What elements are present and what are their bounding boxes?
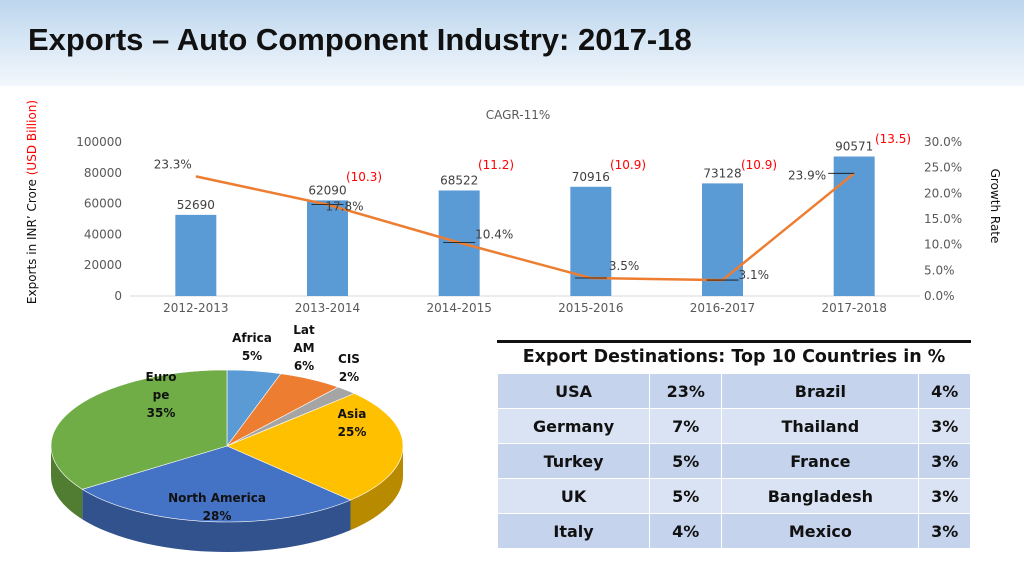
chart-title: CAGR-11%: [486, 108, 551, 122]
pie-label-europe: Euro pe 35%: [146, 370, 177, 420]
bar-value-label: 70916: [572, 170, 610, 184]
y-tick-label: 20000: [84, 258, 122, 272]
pie-label-cis: CIS 2%: [338, 352, 360, 384]
destinations-table-panel: Export Destinations: Top 10 Countries in…: [497, 340, 971, 549]
y2-tick-label: 15.0%: [924, 212, 962, 226]
growth-rate-label: 23.3%: [154, 157, 192, 171]
y-tick-label: 100000: [76, 135, 122, 149]
country-cell: Germany: [498, 409, 650, 443]
pie-label-north-america: North America 28%: [168, 491, 266, 523]
pie-tops: [50, 369, 404, 523]
x-tick-label: 2017-2018: [821, 301, 886, 315]
country-cell: Italy: [498, 514, 650, 548]
country-cell: Bangladesh: [722, 479, 919, 513]
usd-billion-label: (10.9): [741, 158, 777, 172]
y-tick-label: 0: [114, 289, 122, 303]
page-title: Exports – Auto Component Industry: 2017-…: [28, 22, 692, 57]
share-cell: 5%: [650, 444, 722, 478]
y2-tick-label: 25.0%: [924, 161, 962, 175]
pie-slice: [50, 369, 228, 490]
share-cell: 7%: [650, 409, 722, 443]
bar: [307, 200, 348, 296]
y2-tick-label: 10.0%: [924, 238, 962, 252]
usd-billion-label: (11.2): [478, 158, 514, 172]
usd-billion-label: (10.9): [610, 158, 646, 172]
share-cell: 4%: [919, 374, 970, 408]
x-tick-label: 2016-2017: [690, 301, 755, 315]
growth-rate-label: 23.9%: [788, 168, 826, 182]
bar: [570, 186, 612, 296]
exports-combo-chart: CAGR-11% Exports in INR’ Crore (USD Billi…: [25, 100, 1002, 315]
pie-label-africa: Africa 5%: [232, 331, 272, 363]
pie-slice: [81, 445, 352, 523]
x-tick-label: 2014-2015: [426, 301, 491, 315]
share-cell: 23%: [650, 374, 722, 408]
country-cell: Thailand: [722, 409, 919, 443]
growth-rate-label: 3.1%: [739, 268, 770, 282]
bar: [702, 183, 743, 296]
growth-rate-label: 17.8%: [325, 200, 363, 214]
growth-rate-label: 3.5%: [609, 259, 640, 273]
country-cell: UK: [498, 479, 650, 513]
country-cell: Mexico: [722, 514, 919, 548]
usd-billion-label: (10.3): [346, 170, 382, 184]
growth-rate-label: 10.4%: [475, 228, 513, 242]
destinations-table: USA 23% Brazil 4% Germany 7% Thailand 3%…: [497, 373, 971, 549]
pie-side-walls: [51, 446, 403, 553]
share-cell: 4%: [650, 514, 722, 548]
y2-tick-label: 0.0%: [924, 289, 955, 303]
table-title: Export Destinations: Top 10 Countries in…: [522, 347, 946, 367]
table-row: UK 5% Bangladesh 3%: [498, 479, 970, 513]
header-band: [0, 0, 1024, 86]
pie-label-asia: Asia 25%: [338, 407, 367, 439]
y-tick-label: 40000: [84, 227, 122, 241]
share-cell: 3%: [919, 409, 970, 443]
y-tick-label: 80000: [84, 166, 122, 180]
share-cell: 5%: [650, 479, 722, 513]
x-tick-label: 2013-2014: [295, 301, 360, 315]
table-row: Turkey 5% France 3%: [498, 444, 970, 478]
share-cell: 3%: [919, 444, 970, 478]
x-tick-label: 2012-2013: [163, 301, 228, 315]
y2-tick-label: 30.0%: [924, 135, 962, 149]
bar-value-label: 52690: [177, 198, 215, 212]
y2-tick-label: 20.0%: [924, 186, 962, 200]
y-tick-label: 60000: [84, 197, 122, 211]
country-cell: France: [722, 444, 919, 478]
country-cell: Turkey: [498, 444, 650, 478]
y-axis-label: Exports in INR’ Crore (USD Billion): [25, 100, 39, 304]
bar-value-label: 68522: [440, 173, 478, 187]
country-cell: Brazil: [722, 374, 919, 408]
share-cell: 3%: [919, 514, 970, 548]
export-region-pie-chart: Africa 5% Lat AM 6% CIS 2% Asia 25% North America…: [50, 323, 404, 553]
pie-label-latam: Lat AM 6%: [293, 323, 315, 373]
y2-axis-label: Growth Rate: [988, 169, 1002, 244]
table-row: USA 23% Brazil 4%: [498, 374, 970, 408]
pie-slice-side: [51, 446, 83, 520]
table-row: Italy 4% Mexico 3%: [498, 514, 970, 548]
bar-value-label: 90571: [835, 140, 873, 154]
pie-slice-side: [82, 489, 351, 553]
pie-slice: [226, 393, 404, 501]
pie-slice-side: [350, 446, 403, 531]
bar: [175, 214, 217, 296]
table-row: Germany 7% Thailand 3%: [498, 409, 970, 443]
x-tick-label: 2015-2016: [558, 301, 623, 315]
table-top-rule: [497, 340, 971, 343]
share-cell: 3%: [919, 479, 970, 513]
usd-billion-label: (13.5): [875, 132, 911, 146]
bar-value-label: 62090: [308, 183, 346, 197]
growth-rate-line: [195, 172, 855, 282]
bar-value-label: 73128: [703, 166, 741, 180]
y2-tick-label: 5.0%: [924, 263, 955, 277]
bar: [833, 156, 875, 296]
country-cell: USA: [498, 374, 650, 408]
